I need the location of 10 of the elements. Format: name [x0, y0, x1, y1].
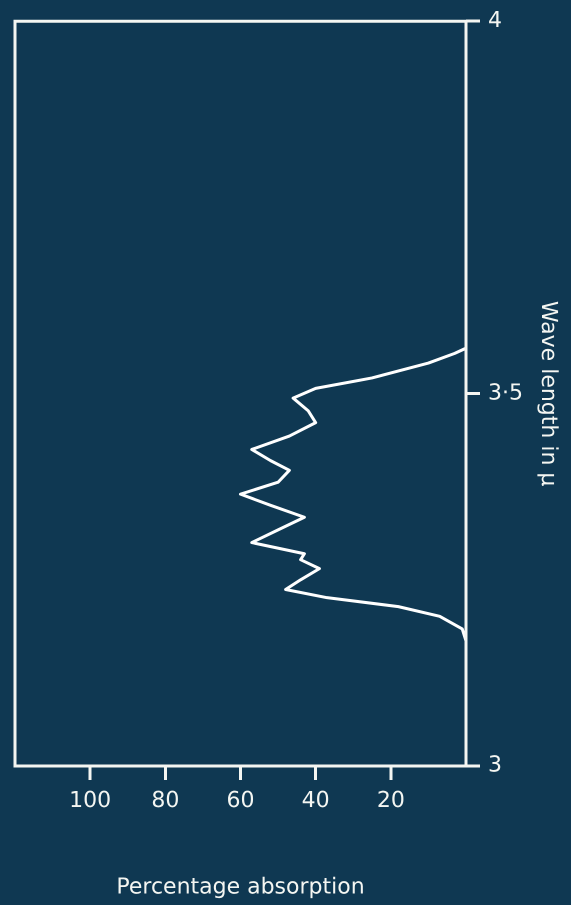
y-axis-title: Wave length in μ	[536, 300, 562, 486]
y-tick-label: 3	[488, 752, 502, 778]
x-tick-label: 100	[69, 788, 112, 813]
y-tick-label: 4	[488, 8, 502, 33]
x-tick-label: 80	[151, 788, 180, 813]
x-tick-label: 20	[376, 788, 405, 813]
x-axis-title: Percentage absorption	[116, 874, 365, 900]
y-tick-label: 3·5	[488, 380, 523, 406]
x-tick-label: 60	[226, 788, 254, 813]
x-tick-label: 40	[302, 788, 330, 813]
